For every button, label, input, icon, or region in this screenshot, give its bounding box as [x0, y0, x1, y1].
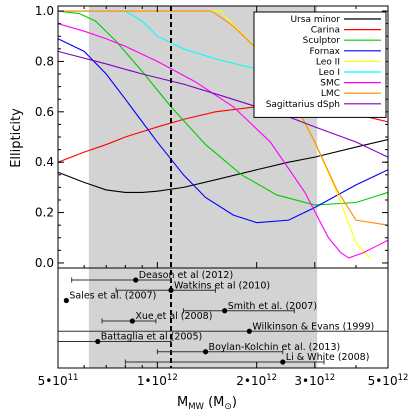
x-tick-label-exponent: 11	[68, 373, 79, 383]
estimate-point	[246, 328, 252, 334]
series-line-sagittarius-dsph	[58, 50, 388, 158]
y-tick-label: 0.6	[35, 105, 54, 119]
legend-label: Leo I	[319, 68, 340, 78]
mass-estimates-panel: Deason et al (2012)Watkins et al (2010) S…	[57, 270, 389, 365]
legend-label: LMC	[321, 89, 340, 99]
x-tick-label-base: 5•10	[368, 374, 398, 388]
x-axis-label-unit-open: (M	[204, 395, 224, 410]
estimate-point	[222, 308, 228, 314]
x-tick-label-base: 3•10	[294, 374, 324, 388]
legend-label: Sculptor	[303, 36, 341, 46]
x-tick-label-exponent: 12	[266, 373, 277, 383]
y-tick-label: 0.2	[35, 206, 54, 220]
legend-label: SMC	[320, 79, 340, 89]
estimate-label: Smith et al. (2007)	[228, 301, 317, 312]
estimate-label: Battaglia et al (2005)	[101, 332, 202, 343]
estimate-label: Xue et al (2008)	[135, 311, 212, 322]
estimate-point	[133, 277, 139, 283]
y-tick-label: 0.8	[35, 54, 54, 68]
axes: 0.00.20.40.60.81.05•1011 1•1012 2•1012 3•10…	[35, 4, 409, 388]
x-tick-label-exponent: 12	[167, 373, 178, 383]
estimate-point	[168, 287, 174, 293]
legend-label: Ursa minor	[290, 15, 340, 25]
y-tick-label: 1.0	[35, 4, 54, 18]
y-axis-label: Ellipticity	[9, 108, 24, 168]
estimate-label: Wilkinson & Evans (1999)	[252, 321, 374, 332]
estimate-label: Boylan-Kolchin et al. (2013)	[209, 342, 341, 353]
estimate-label: Sales et al. (2007)	[69, 291, 156, 302]
series-line-sculptor	[58, 10, 388, 206]
x-tick-label-base: 1•10	[137, 374, 167, 388]
sun-symbol: ⊙	[224, 402, 232, 412]
legend-label: Carina	[311, 26, 340, 36]
series-line-fornax	[58, 38, 388, 224]
estimate-point	[202, 349, 209, 355]
x-axis-label: MMW (M⊙)	[177, 395, 237, 412]
x-axis-label-sub: MW	[188, 402, 204, 412]
estimate-label: Watkins et al (2010)	[174, 280, 270, 291]
x-tick-label: 3•1012	[294, 373, 335, 388]
estimate-label: Deason et al (2012)	[139, 270, 233, 281]
y-tick-label: 0.4	[35, 155, 54, 169]
series-line-smc	[58, 23, 388, 259]
legend-label: Leo II	[316, 57, 340, 67]
estimate-point	[63, 297, 69, 304]
x-tick-label: 2•1012	[236, 373, 277, 388]
x-tick-label: 5•1011	[38, 373, 79, 388]
estimate-point	[129, 318, 135, 324]
x-tick-label: 1•1012	[137, 373, 178, 388]
x-tick-label-base: 5•10	[38, 374, 68, 388]
legend-label: Sagittarius dSph	[266, 100, 340, 110]
x-tick-label-exponent: 12	[324, 373, 335, 383]
x-axis-label-main: M	[177, 395, 188, 410]
estimate-point	[280, 359, 286, 365]
x-tick-label-base: 2•10	[236, 374, 266, 388]
estimate-point	[95, 338, 101, 345]
series-line-ursa-minor	[58, 138, 388, 193]
legend-label: Fornax	[310, 47, 341, 57]
x-tick-label: 5•1012	[368, 373, 409, 388]
x-axis-label-unit-close: )	[232, 395, 237, 410]
estimate-label: Li & White (2008)	[286, 352, 370, 363]
x-tick-label-exponent: 12	[398, 373, 409, 383]
y-tick-label: 0.0	[35, 256, 54, 270]
